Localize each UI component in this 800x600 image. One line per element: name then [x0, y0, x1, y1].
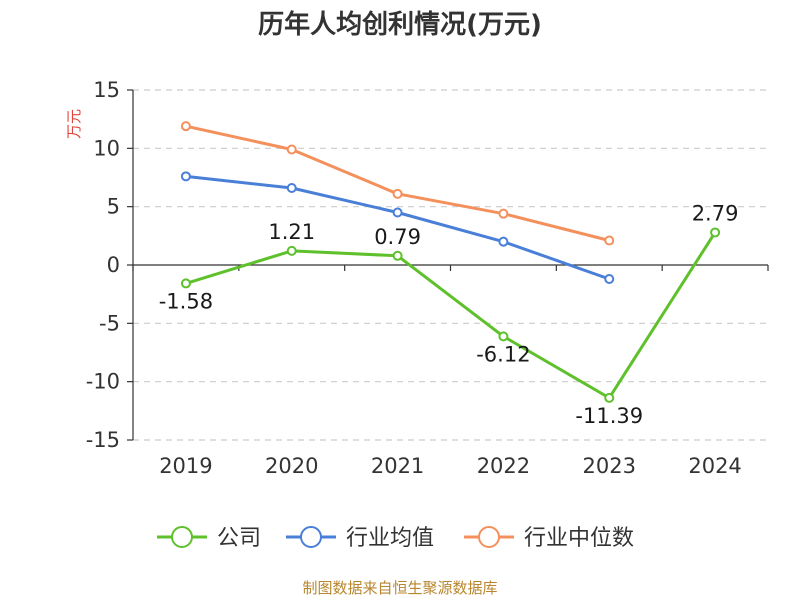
- data-labels: -1.58 1.21 0.79 -6.12 -11.39 2.79: [159, 201, 739, 427]
- data-label: -11.39: [575, 404, 643, 428]
- data-point: [604, 235, 615, 246]
- y-tick-label: 10: [93, 136, 120, 160]
- y-tick-label: 15: [93, 78, 120, 102]
- y-tick-label: 5: [107, 195, 120, 219]
- x-tick-label: 2020: [265, 454, 318, 478]
- data-point: [604, 392, 615, 403]
- legend-label: 行业中位数: [524, 526, 634, 551]
- y-axis-unit-label: 万元: [65, 109, 83, 139]
- data-point: [392, 250, 403, 261]
- data-point: [180, 171, 191, 182]
- data-label: -6.12: [476, 342, 530, 366]
- x-tick-label: 2023: [583, 454, 636, 478]
- data-point: [180, 278, 191, 289]
- legend-marker-circle: [171, 526, 193, 548]
- x-tick-label: 2021: [371, 454, 424, 478]
- y-tick-label: -10: [86, 370, 120, 394]
- data-point: [286, 144, 297, 155]
- data-point: [604, 274, 615, 284]
- data-point: [180, 121, 191, 132]
- legend-label: 公司: [217, 526, 261, 551]
- data-label: 2.79: [692, 201, 739, 225]
- data-point: [498, 331, 509, 342]
- data-point: [498, 208, 509, 219]
- legend-marker-circle: [478, 526, 500, 548]
- data-point: [286, 245, 297, 256]
- data-point: [286, 183, 297, 193]
- y-tick-label: 0: [107, 253, 120, 277]
- y-tick-label: -15: [86, 428, 120, 452]
- data-label: 0.79: [374, 225, 421, 249]
- series-line-0: [185, 231, 717, 400]
- x-tick-label: 2022: [477, 454, 530, 478]
- data-point: [498, 236, 509, 247]
- legend: 公司 行业均值 行业中位数: [157, 526, 634, 551]
- x-tick-label: 2019: [159, 454, 212, 478]
- x-tick-label: 2024: [688, 454, 741, 478]
- data-label: -1.58: [159, 289, 213, 313]
- legend-label: 行业均值: [346, 526, 434, 551]
- axes: 15 10 5 0 -5 -10 -15 2019 2020 2021 2022 2023 2024: [86, 78, 769, 478]
- grid-lines: [133, 89, 768, 441]
- chart-title: 历年人均创利情况(万元): [258, 9, 542, 40]
- legend-marker-circle: [300, 526, 322, 548]
- y-tick-label: -5: [99, 311, 120, 335]
- source-note: 制图数据来自恒生聚源数据库: [302, 579, 497, 597]
- data-point: [392, 188, 403, 199]
- data-point: [392, 207, 403, 218]
- series-lines: [180, 121, 721, 403]
- data-label: 1.21: [268, 220, 315, 244]
- data-point: [710, 227, 721, 238]
